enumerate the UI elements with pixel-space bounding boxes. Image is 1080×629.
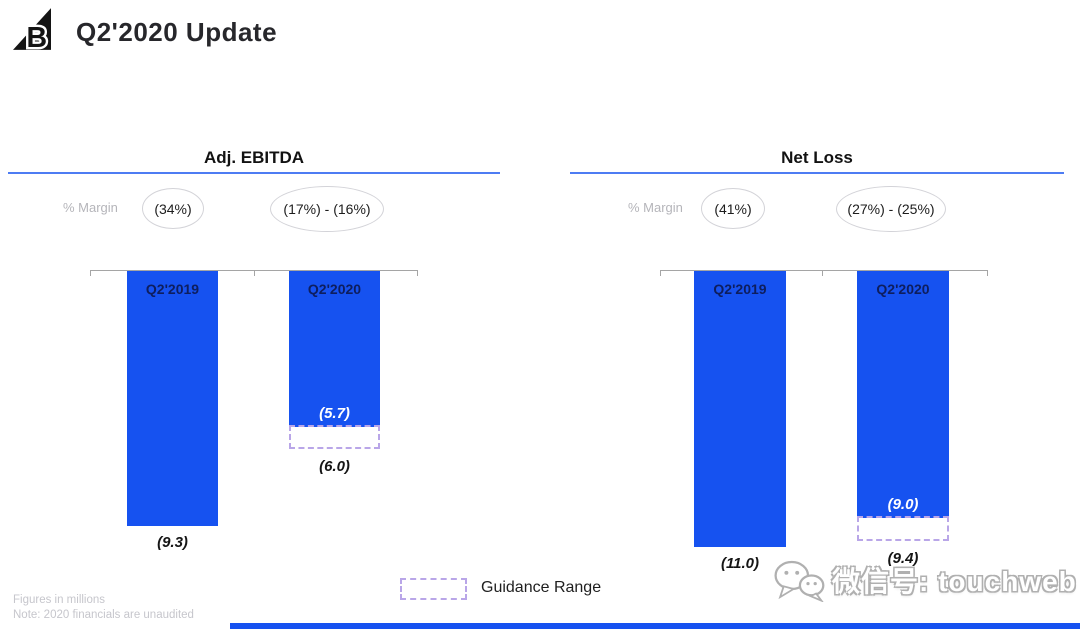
guidance-range-box bbox=[289, 425, 380, 449]
axis-tick bbox=[987, 270, 988, 276]
axis-tick bbox=[660, 270, 661, 276]
bar-period-label: Q2'2020 bbox=[307, 281, 362, 297]
guidance-range-legend-swatch bbox=[400, 578, 467, 600]
wechat-icon bbox=[774, 560, 825, 602]
bar-q2-2020: Q2'2020 (9.0) bbox=[857, 271, 949, 518]
chart-title: Adj. EBITDA bbox=[203, 148, 305, 167]
axis-tick bbox=[822, 270, 823, 276]
bar-inside-value-label: (5.7) bbox=[319, 405, 350, 422]
guidance-value-label: (6.0) bbox=[319, 458, 350, 475]
margin-badge: (34%) bbox=[142, 188, 204, 229]
axis-tick bbox=[417, 270, 418, 276]
bar-value-label: (9.3) bbox=[157, 534, 188, 551]
chart-title-underline bbox=[8, 172, 500, 174]
guidance-range-box bbox=[857, 516, 949, 541]
axis-tick bbox=[90, 270, 91, 276]
guidance-value-label: (9.4) bbox=[887, 550, 919, 567]
bar-period-label: Q2'2019 bbox=[713, 281, 767, 297]
watermark-text: 微信号: touchweb bbox=[832, 566, 1077, 597]
svg-text:B: B bbox=[26, 22, 47, 50]
margin-badge: (17%) - (16%) bbox=[270, 186, 384, 232]
bar-q2-2019: Q2'2019 bbox=[127, 271, 218, 526]
chart-title: Net Loss bbox=[781, 148, 853, 167]
chart-adj-ebitda: Adj. EBITDA % Margin (34%) (17%) - (16%)… bbox=[8, 148, 500, 613]
bigcommerce-logo-icon: B bbox=[13, 8, 51, 50]
guidance-range-legend-label: Guidance Range bbox=[481, 579, 602, 596]
margin-label: % Margin bbox=[63, 200, 118, 215]
bar-period-label: Q2'2019 bbox=[145, 281, 200, 297]
margin-badge: (27%) - (25%) bbox=[836, 186, 946, 232]
chart-title-underline bbox=[570, 172, 1064, 174]
footnote: Figures in millions bbox=[13, 594, 106, 606]
page-title: Q2'2020 Update bbox=[76, 17, 278, 47]
axis-tick bbox=[254, 270, 255, 276]
bottom-accent-bar bbox=[230, 623, 1080, 629]
zero-axis-line bbox=[660, 270, 988, 271]
bar-q2-2020: Q2'2020 (5.7) bbox=[289, 271, 380, 427]
bar-q2-2019: Q2'2019 bbox=[694, 271, 786, 547]
chart-net-loss: Net Loss % Margin (41%) (27%) - (25%) Q2… bbox=[570, 148, 1064, 613]
footnote: Note: 2020 financials are unaudited bbox=[13, 609, 194, 621]
margin-label: % Margin bbox=[628, 200, 683, 215]
watermark: 微信号: touchweb bbox=[772, 558, 1077, 602]
bar-period-label: Q2'2020 bbox=[876, 281, 930, 297]
margin-badge: (41%) bbox=[701, 188, 765, 229]
bar-value-label: (11.0) bbox=[720, 555, 760, 572]
bar-inside-value-label: (9.0) bbox=[887, 496, 919, 513]
